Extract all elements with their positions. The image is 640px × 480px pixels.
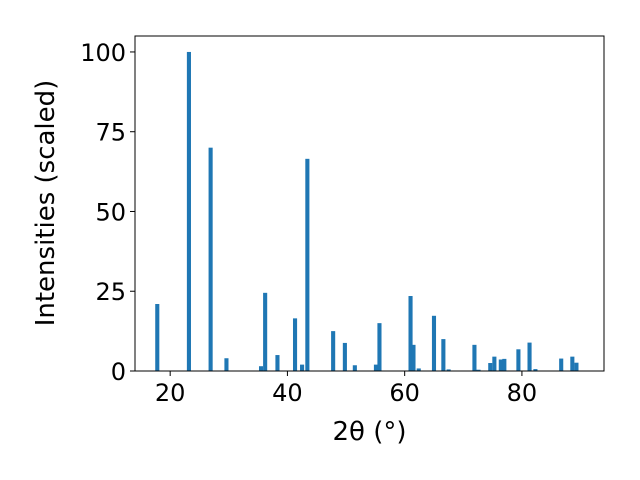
bar <box>224 358 229 371</box>
bar <box>441 339 446 371</box>
bar <box>559 358 564 371</box>
y-tick-label: 25 <box>95 278 126 306</box>
bar <box>476 369 481 371</box>
bar <box>300 364 305 371</box>
bar <box>155 304 160 371</box>
bar <box>431 315 437 371</box>
x-tick-label: 20 <box>155 379 186 407</box>
bar <box>377 323 382 371</box>
y-axis: 0 25 50 75 100 <box>80 39 135 386</box>
bar <box>488 363 493 371</box>
x-tick-label: 60 <box>389 379 420 407</box>
y-axis-label: Intensities (scaled) <box>31 80 61 327</box>
bar <box>570 356 575 371</box>
bars-group <box>155 51 579 371</box>
bar <box>331 331 336 371</box>
bar <box>446 369 451 371</box>
bar <box>516 349 521 371</box>
bar <box>208 147 213 371</box>
y-tick-label: 100 <box>80 39 126 67</box>
plot-frame <box>134 35 605 372</box>
x-axis-label: 2θ (°) <box>332 417 406 447</box>
x-axis: 20 40 60 80 <box>155 371 537 407</box>
bar <box>498 359 503 371</box>
bar <box>342 342 347 371</box>
bar <box>492 356 497 371</box>
bar <box>472 344 477 371</box>
bar <box>527 342 532 371</box>
bar <box>305 158 310 371</box>
bar <box>352 365 357 371</box>
bar <box>416 368 421 371</box>
bar <box>275 355 280 371</box>
bar <box>373 364 378 371</box>
x-tick-label: 80 <box>507 379 538 407</box>
y-tick-label: 50 <box>95 198 126 226</box>
bar <box>258 366 264 371</box>
bar <box>533 369 538 371</box>
x-tick-label: 40 <box>272 379 303 407</box>
y-tick-label: 75 <box>95 119 126 147</box>
bar <box>408 296 413 371</box>
bar <box>574 362 579 371</box>
bar <box>502 358 507 371</box>
bar <box>411 344 416 371</box>
bar <box>186 51 191 371</box>
y-tick-label: 0 <box>111 358 126 386</box>
bar <box>292 318 298 371</box>
bar <box>263 292 268 371</box>
